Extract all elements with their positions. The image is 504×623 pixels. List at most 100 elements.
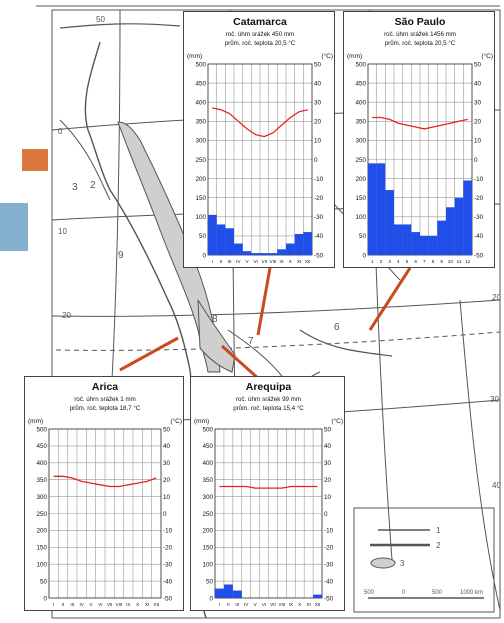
month-label: XII (154, 602, 160, 607)
grid-label: 40 (492, 481, 501, 490)
legend-number: 2 (436, 541, 441, 550)
graticule-line (55, 331, 501, 351)
grid-label: 30 (490, 395, 499, 404)
month-label: 8 (432, 259, 435, 264)
y2-tick-label: -40 (163, 578, 173, 585)
month-label: VII (270, 602, 276, 607)
y-tick-label: 400 (355, 100, 366, 107)
y-tick-label: 50 (40, 578, 48, 585)
month-label: IV (244, 602, 249, 607)
y2-tick-label: -20 (163, 545, 173, 552)
y2-tick-label: -50 (163, 595, 173, 602)
precipitation-bar (454, 197, 464, 255)
y-tick-label: 150 (202, 545, 213, 552)
y-tick-label: 100 (195, 214, 206, 221)
y2-tick-label: -20 (314, 195, 324, 202)
month-label: III (70, 602, 74, 607)
month-label: X (298, 602, 301, 607)
y-tick-label: 350 (355, 119, 366, 126)
y-tick-label: 100 (355, 214, 366, 221)
y-tick-label: 250 (36, 511, 47, 518)
y-tick-label: 100 (36, 562, 47, 569)
y-tick-label: 250 (202, 511, 213, 518)
climate-chart-arica: Arica roč. úhrn srážek 1 mm prům. roč. tep… (24, 376, 184, 611)
chart-subtitle: roč. úhrn srážek 1 mm (74, 396, 136, 403)
precipitation-bar (215, 588, 224, 598)
chart-subtitle: roč. úhrn srážek 99 mm (236, 396, 301, 403)
graticule-line (111, 9, 121, 381)
y2-tick-label: 50 (324, 426, 332, 433)
climate-chart-sao-paulo: São Paulo roč. úhrn srážek 1456 mm prům. r… (343, 11, 495, 268)
grid-label: 50 (96, 15, 105, 24)
precipitation-bar (446, 207, 455, 255)
month-label: V (254, 602, 258, 607)
y2-tick-label: -20 (324, 545, 334, 552)
y2-tick-label: -50 (474, 252, 484, 259)
chart-title: Arequipa (246, 381, 292, 393)
month-label: IV (236, 259, 241, 264)
month-label: XII (315, 602, 321, 607)
precipitation-bar (260, 253, 269, 255)
month-label: VII (107, 602, 113, 607)
pointer-arrows (119, 267, 412, 382)
month-label: VI (253, 259, 257, 264)
y2-tick-label: -20 (474, 195, 484, 202)
y2-tick-label: 10 (314, 138, 322, 145)
month-label: X (136, 602, 139, 607)
y-tick-label: 100 (202, 562, 213, 569)
month-label: VI (98, 602, 102, 607)
temperature-line (219, 485, 318, 489)
y-tick-label: 500 (36, 426, 47, 433)
precipitation-bar (437, 220, 446, 255)
y2-tick-label: 20 (163, 477, 171, 484)
month-label: 12 (465, 259, 471, 264)
month-label: I (212, 259, 213, 264)
grid-label: 0 (58, 127, 63, 136)
y2-tick-label: -40 (324, 578, 334, 585)
y-axis-unit: (mm) (194, 418, 209, 425)
y2-tick-label: 40 (314, 80, 322, 87)
precipitation-bar (376, 163, 386, 255)
y-tick-label: 400 (202, 460, 213, 467)
month-label: I (53, 602, 54, 607)
arrow-catamarca (256, 267, 272, 336)
scale-label: 1000 km (460, 590, 483, 596)
precipitation-bar (294, 233, 304, 255)
precipitation-bar (411, 232, 420, 255)
month-label: VIII (278, 602, 285, 607)
month-label: 5 (406, 259, 409, 264)
y2-tick-label: 0 (474, 157, 478, 164)
chart-subtitle: prům. roč. teplota 18,7 °C (70, 405, 141, 412)
y-tick-label: 150 (195, 195, 206, 202)
scale-label: 500 (432, 590, 443, 596)
region-number: 8 (212, 314, 218, 325)
precipitation-bar (368, 163, 377, 255)
y2-tick-label: 50 (163, 426, 171, 433)
y2-tick-label: 40 (474, 80, 482, 87)
precipitation-bar (277, 249, 286, 255)
y2-tick-label: 20 (324, 477, 332, 484)
y2-tick-label: 30 (474, 100, 482, 107)
y2-tick-label: -30 (314, 214, 324, 221)
region-number: 3 (72, 182, 78, 193)
y2-tick-label: 20 (474, 119, 482, 126)
y2-tick-label: 20 (314, 119, 322, 126)
month-label: IX (126, 602, 130, 607)
region-number: 7 (248, 336, 254, 347)
month-label: III (228, 259, 232, 264)
y-tick-label: 50 (199, 233, 207, 240)
arrow-arica (119, 336, 179, 372)
chart-subtitle: prům. roč. teplota 20,5 °C (385, 40, 456, 47)
month-label: 7 (423, 259, 426, 264)
y2-tick-label: -50 (324, 595, 334, 602)
precipitation-bar (303, 232, 312, 255)
y-tick-label: 150 (355, 195, 366, 202)
graticule-line (459, 299, 501, 611)
month-label: VII (262, 259, 268, 264)
precipitation-bar (313, 594, 322, 598)
y-tick-label: 250 (195, 157, 206, 164)
y2-tick-label: 30 (324, 460, 332, 467)
temperature-line (212, 107, 308, 138)
y2-tick-label: 50 (474, 61, 482, 68)
y2-axis-unit: (°C) (170, 417, 182, 425)
